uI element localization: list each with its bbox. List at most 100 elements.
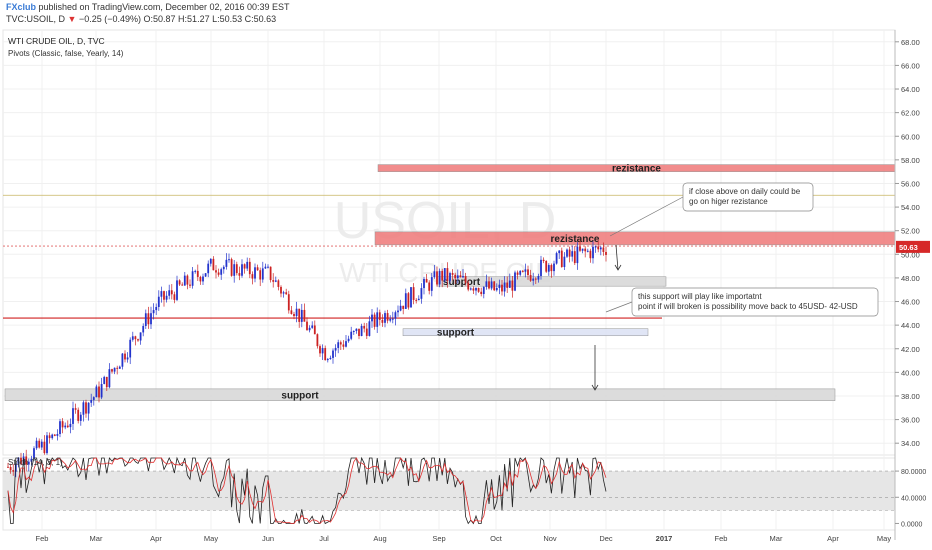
candle-body bbox=[290, 310, 293, 314]
candle-body bbox=[386, 313, 389, 321]
candle-body bbox=[597, 246, 600, 250]
candle-body bbox=[472, 288, 475, 291]
candle-body bbox=[228, 259, 230, 261]
candle-body bbox=[324, 348, 327, 361]
price-tick-label: 58.00 bbox=[901, 156, 920, 165]
candle-body bbox=[100, 384, 103, 398]
time-tick-label: Apr bbox=[827, 534, 839, 543]
zone-label: support bbox=[443, 277, 481, 288]
candle-body bbox=[163, 291, 165, 300]
candle-body bbox=[521, 270, 524, 272]
stoch-tick-label: 40.0000 bbox=[901, 495, 926, 502]
candle-body bbox=[428, 282, 431, 291]
candle-body bbox=[90, 399, 93, 403]
candle-body bbox=[376, 312, 379, 327]
candle-body bbox=[87, 402, 90, 414]
candle-body bbox=[35, 440, 38, 449]
candle-body bbox=[355, 328, 358, 331]
price-tick-label: 46.00 bbox=[901, 298, 920, 307]
candle-body bbox=[524, 269, 527, 272]
candle-body bbox=[306, 321, 308, 331]
price-tick-label: 68.00 bbox=[901, 38, 920, 47]
callout-pointer bbox=[605, 301, 633, 313]
candle-body bbox=[581, 248, 584, 251]
grid bbox=[2, 29, 896, 531]
candle-body bbox=[95, 386, 98, 398]
candle-body bbox=[602, 247, 605, 252]
candle-body bbox=[480, 291, 483, 295]
candle-body bbox=[92, 397, 95, 400]
candle-body bbox=[215, 270, 217, 273]
candle-body bbox=[425, 278, 428, 283]
candle-body bbox=[129, 339, 132, 358]
candle-body bbox=[547, 265, 550, 272]
candle-body bbox=[599, 247, 602, 250]
candle-body bbox=[532, 278, 535, 281]
candle-body bbox=[72, 408, 74, 424]
stoch-range bbox=[3, 471, 895, 511]
candle-body bbox=[126, 357, 129, 360]
candle-body bbox=[280, 286, 282, 294]
candle-body bbox=[508, 280, 511, 288]
candle-body bbox=[415, 299, 418, 301]
arrow-head-icon bbox=[591, 384, 599, 391]
candle-body bbox=[311, 325, 314, 328]
candle-body bbox=[467, 282, 470, 290]
candle-body bbox=[259, 270, 262, 280]
time-axis[interactable]: Feb Mar Apr May Jun Jul Aug Sep Oct Nov Dec 2017 Feb… bbox=[36, 534, 892, 543]
candle-body bbox=[469, 288, 472, 290]
candle-body bbox=[248, 261, 251, 275]
candle-body bbox=[511, 280, 514, 291]
candle-body bbox=[550, 265, 553, 272]
candle-body bbox=[360, 325, 363, 336]
price-axis[interactable]: 34.00 36.00 38.00 40.00 42.00 44.00 46.00 48.00… bbox=[894, 30, 930, 540]
candle-body bbox=[155, 306, 158, 311]
candle-body bbox=[368, 321, 371, 336]
price-tick-label: 56.00 bbox=[901, 179, 920, 188]
candle-body bbox=[287, 294, 290, 311]
candle-body bbox=[555, 253, 558, 264]
change-arrow-icon: ▼ bbox=[67, 14, 77, 24]
candle-body bbox=[108, 369, 111, 388]
time-tick-label: Apr bbox=[150, 534, 162, 543]
candle-body bbox=[605, 251, 607, 255]
candle-body bbox=[394, 312, 397, 319]
candle-body bbox=[462, 276, 464, 278]
candle-body bbox=[74, 408, 77, 410]
candle-body bbox=[64, 425, 67, 428]
candle-body bbox=[209, 258, 212, 264]
time-tick-label: May bbox=[204, 534, 218, 543]
candle-body bbox=[534, 278, 537, 280]
callout-pointer bbox=[609, 196, 684, 237]
candle-body bbox=[319, 346, 321, 354]
stoch-k-line bbox=[7, 456, 607, 525]
candle-body bbox=[199, 276, 202, 282]
candle-body bbox=[217, 272, 220, 275]
candle-body bbox=[477, 288, 480, 292]
candle-body bbox=[402, 305, 405, 309]
candle-body bbox=[20, 457, 22, 465]
candle-body bbox=[391, 318, 394, 320]
candle-body bbox=[423, 278, 425, 289]
brand-link[interactable]: FXclub bbox=[6, 2, 37, 12]
candle-body bbox=[27, 461, 30, 465]
price-tick-label: 48.00 bbox=[901, 274, 920, 283]
time-tick-label: Aug bbox=[373, 534, 386, 543]
candle-body bbox=[433, 271, 436, 278]
price-tick-label: 52.00 bbox=[901, 227, 920, 236]
callout-box bbox=[631, 287, 879, 317]
time-tick-label: Oct bbox=[490, 534, 503, 543]
time-tick-label: Feb bbox=[715, 534, 728, 543]
candle-body bbox=[527, 269, 529, 276]
candle-body bbox=[238, 273, 241, 276]
candle-body bbox=[225, 259, 228, 267]
price-tick-label: 34.00 bbox=[901, 439, 920, 448]
candle-body bbox=[389, 318, 392, 321]
candle-body bbox=[365, 328, 368, 336]
candle-body bbox=[212, 258, 215, 271]
candle-body bbox=[537, 276, 540, 280]
candle-body bbox=[124, 353, 126, 360]
candle-body bbox=[417, 298, 420, 301]
